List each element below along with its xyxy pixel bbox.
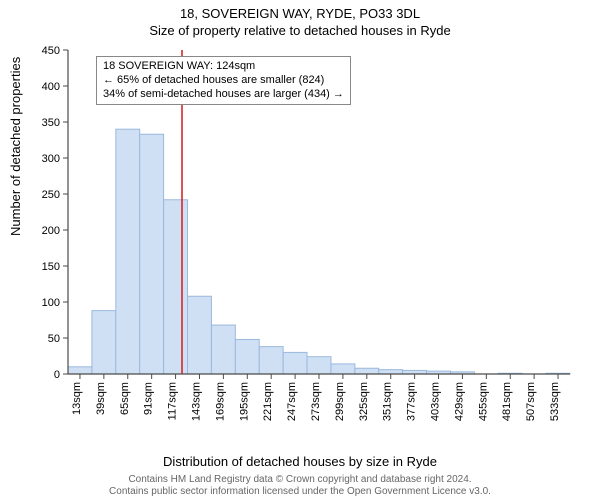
svg-text:50: 50 [48,333,60,345]
svg-text:200: 200 [42,225,60,237]
histogram-bar [211,325,235,374]
svg-text:13sqm: 13sqm [71,382,83,415]
histogram-bar [379,370,403,374]
chart-title-2: Size of property relative to detached ho… [0,21,600,38]
svg-text:455sqm: 455sqm [477,382,489,421]
svg-text:403sqm: 403sqm [430,382,442,421]
svg-text:400: 400 [42,81,60,93]
svg-text:450: 450 [42,45,60,57]
svg-text:247sqm: 247sqm [286,382,298,421]
histogram-bar [164,200,188,374]
svg-text:0: 0 [54,369,60,381]
histogram-bar [116,129,140,374]
svg-text:221sqm: 221sqm [262,382,274,421]
annotation-line-2: ← 65% of detached houses are smaller (82… [103,74,344,88]
y-axis-label: Number of detached properties [8,57,23,236]
svg-text:481sqm: 481sqm [501,382,513,421]
svg-text:150: 150 [42,261,60,273]
attribution-text: Contains HM Land Registry data © Crown c… [0,474,600,498]
histogram-bar [307,357,331,374]
svg-text:300: 300 [42,153,60,165]
histogram-bar [68,367,92,374]
svg-text:350: 350 [42,117,60,129]
svg-text:39sqm: 39sqm [95,382,107,415]
histogram-bar [259,347,283,374]
svg-text:100: 100 [42,297,60,309]
histogram-bar [355,368,379,374]
histogram-bar [140,134,164,374]
svg-text:325sqm: 325sqm [358,382,370,421]
svg-text:195sqm: 195sqm [238,382,250,421]
attribution-line-1: Contains HM Land Registry data © Crown c… [0,474,600,486]
svg-text:250: 250 [42,189,60,201]
annotation-line-3: 34% of semi-detached houses are larger (… [103,88,344,102]
svg-text:117sqm: 117sqm [167,382,179,420]
svg-text:273sqm: 273sqm [310,382,322,421]
svg-text:91sqm: 91sqm [143,382,155,415]
histogram-bar [283,352,307,374]
svg-text:65sqm: 65sqm [119,382,131,415]
svg-text:143sqm: 143sqm [190,382,202,421]
svg-text:169sqm: 169sqm [214,382,226,421]
histogram-bar [92,311,116,374]
histogram-bar [331,364,355,374]
histogram-bar [235,339,259,374]
chart-annotation-box: 18 SOVEREIGN WAY: 124sqm ← 65% of detach… [96,56,351,105]
annotation-line-1: 18 SOVEREIGN WAY: 124sqm [103,60,344,74]
histogram-bar [188,296,212,374]
svg-text:351sqm: 351sqm [382,382,394,421]
svg-text:533sqm: 533sqm [549,382,561,421]
svg-text:377sqm: 377sqm [406,382,418,421]
x-axis-label: Distribution of detached houses by size … [0,454,600,469]
svg-text:429sqm: 429sqm [453,382,465,421]
chart-title-1: 18, SOVEREIGN WAY, RYDE, PO33 3DL [0,0,600,21]
svg-text:507sqm: 507sqm [525,382,537,421]
attribution-line-2: Contains public sector information licen… [0,486,600,498]
svg-text:299sqm: 299sqm [334,382,346,421]
